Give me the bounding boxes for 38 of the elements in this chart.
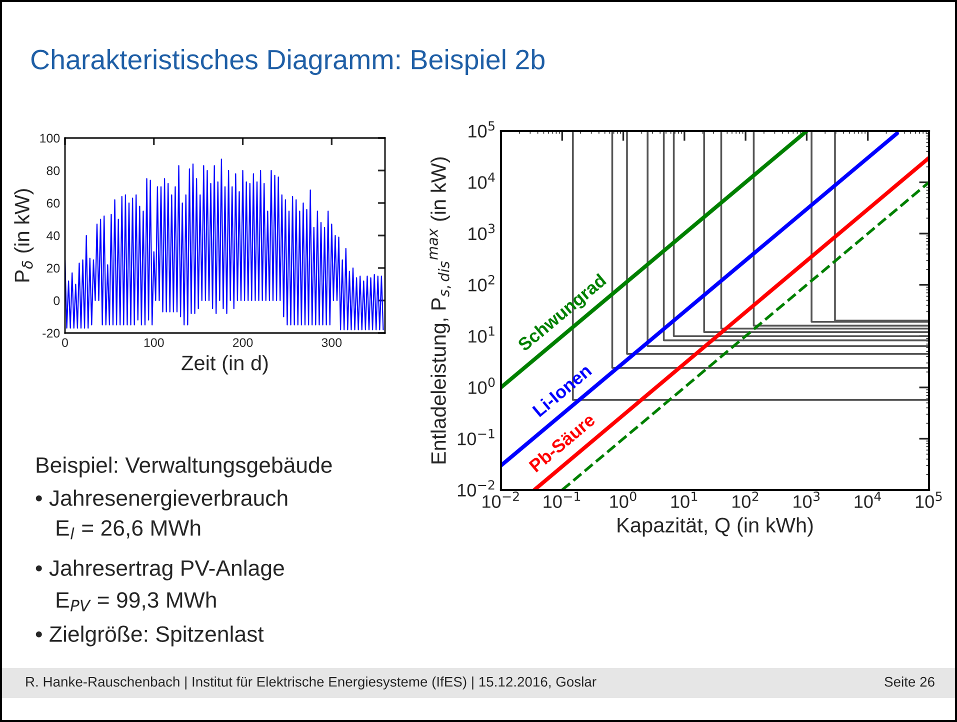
- text: • Zielgröße: Spitzenlast: [36, 626, 264, 646]
- text: R. Hanke-Rauschenbach | Institut für Elektrische Energiesysteme (IfES) | 15.12.2016, Goslar: [26, 676, 596, 690]
- y-tick-label: 40: [46, 231, 60, 240]
- text: • Jahresertrag PV-Anlage: [36, 560, 284, 580]
- y-tick-label: 60: [46, 198, 60, 208]
- y-axis-title: P$_{δ}$ (in kW): [14, 189, 34, 282]
- y-tick-label: 10$^{2}$: [468, 274, 494, 292]
- x-axis-title: Zeit (in d): [182, 355, 268, 374]
- x-tick-label: 10$^{2}$: [732, 492, 758, 508]
- y-tick-label: 10$^{5}$: [468, 121, 494, 138]
- x-axis-title: Kapazität, Q (in kWh): [618, 517, 813, 537]
- x-tick-label: 10$^{0}$: [610, 492, 636, 508]
- x-tick-label: 10$^{3}$: [794, 492, 820, 508]
- x-tick-label: 10$^{4}$: [854, 492, 881, 508]
- text: • Jahresenergieverbrauch: [36, 490, 288, 510]
- y-tick-label: 0: [54, 296, 60, 306]
- x-tick-label: 10$^{−2}$: [482, 492, 519, 508]
- x-tick-label: 10$^{5}$: [916, 492, 942, 508]
- y-tick-label: 20: [46, 264, 60, 273]
- x-tick-label: 300: [322, 338, 342, 348]
- text: Charakteristisches Diagramm: Beispiel 2b: [31, 49, 544, 75]
- y-tick-label: -20: [42, 328, 60, 338]
- y-tick-label: 80: [46, 166, 60, 176]
- x-tick-label: 200: [232, 338, 253, 348]
- y-axis-title: Entladeleistung, P$_{s,dis}$$^{max}$ (in kW): [430, 157, 451, 464]
- text: E$_{PV}$ = 99,3 MWh: [56, 592, 216, 612]
- x-tick-label: 10$^{−1}$: [544, 492, 580, 508]
- x-tick-label: 0: [62, 338, 68, 348]
- text: Beispiel: Verwaltungsgebäude: [36, 456, 332, 478]
- y-tick-label: 10$^{3}$: [468, 224, 495, 240]
- x-tick-label: 10$^{1}$: [671, 492, 698, 508]
- y-tick-label: 10$^{4}$: [468, 172, 495, 189]
- y-tick-label: 10$^{0}$: [468, 378, 495, 394]
- y-tick-label: 10$^{−1}$: [458, 429, 494, 446]
- x-tick-label: 100: [144, 338, 164, 348]
- text: Seite 26: [884, 676, 934, 687]
- y-tick-label: 100: [40, 134, 60, 143]
- text: E$_{l}$ = 26,6 MWh: [56, 520, 200, 540]
